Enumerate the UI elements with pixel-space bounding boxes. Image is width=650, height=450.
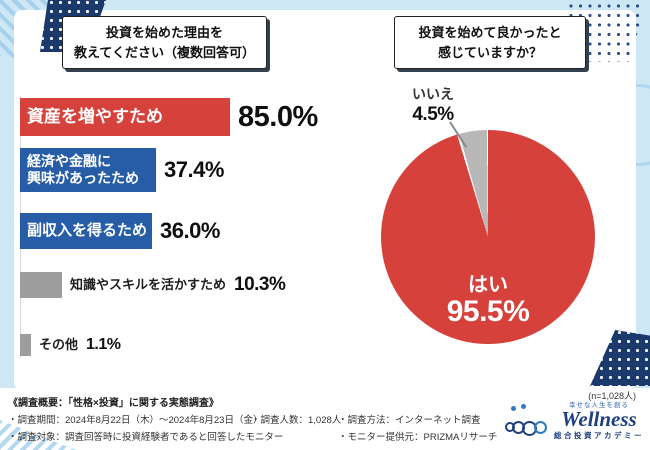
pie-chart-title-box: 投資を始めて良かったと 感じていますか？	[394, 16, 586, 69]
survey-details: 《調査概要：「性格×投資」に関する実態調査》 ・調査期間：2024年8月22日（…	[8, 394, 497, 445]
bar-label: その他	[39, 337, 79, 353]
bar-label: 副収入を得るため	[27, 222, 148, 240]
bar-row: 知識やスキルを活かすため 10.3%	[20, 272, 350, 298]
bar: 副収入を得るため	[20, 213, 152, 249]
pie-chart	[381, 130, 595, 344]
logo-tagline: 幸せな人生を創る	[569, 402, 629, 409]
logo-name: Wellness	[561, 407, 637, 431]
bar	[20, 334, 31, 356]
survey-details-row2: ・調査対象：調査回答時に投資経験者であると回答したモニター ・モニター提供元：P…	[8, 429, 497, 443]
bar-label: 資産を増やすため	[27, 106, 163, 126]
pie-no-category: いいえ	[412, 86, 454, 102]
bar-label: 経済や金融に 興味があったため	[27, 153, 139, 186]
survey-target: ・調査対象：調査回答時に投資経験者であると回答したモニター	[8, 431, 284, 443]
pie-no-value: 4.5%	[412, 104, 454, 125]
survey-period: ・調査期間：2024年8月22日（木）～2024年8月23日（金）	[8, 415, 263, 426]
bar-value: 10.3%	[234, 274, 286, 295]
sample-size-label: (n=1,028人)	[588, 391, 636, 401]
wellness-logo-mark	[505, 404, 549, 436]
pie-no-callout: いいえ 4.5%	[398, 84, 468, 126]
bar	[20, 272, 62, 298]
bar-chart: 資産を増やすため 85.0% 経済や金融に 興味があったため 37.4% 副収入を得るた…	[20, 98, 350, 356]
pie-chart-title-line2: 感じていますか？	[437, 44, 542, 60]
bar-row: その他 1.1%	[20, 334, 350, 356]
pie-yes-category: はい	[468, 274, 508, 296]
bar-row: 資産を増やすため 85.0%	[20, 98, 350, 136]
bar: 経済や金融に 興味があったため	[20, 148, 156, 192]
bar-chart-title-line1: 投資を始めた理由を	[105, 25, 223, 40]
bar-chart-title-box: 投資を始めた理由を 教えてください（複数回答可）	[62, 16, 267, 69]
pie-yes-value: 95.5%	[446, 295, 530, 328]
survey-monitor-provider: ・モニター提供元：PRIZMAリサーチ	[338, 431, 498, 443]
pie-chart-title-line1: 投資を始めて良かったと	[418, 25, 562, 40]
bar-row: 経済や金融に 興味があったため 37.4%	[20, 148, 350, 192]
survey-overview-heading: 《調査概要：「性格×投資」に関する実態調査》	[8, 398, 219, 409]
bar-row: 副収入を得るため 36.0%	[20, 213, 350, 249]
bar-label: 知識やスキルを活かすため	[70, 277, 227, 293]
survey-details-row1: ・調査期間：2024年8月22日（木）～2024年8月23日（金） ・調査人数：…	[8, 412, 497, 426]
bar: 資産を増やすため	[20, 98, 230, 136]
logo-dot	[511, 406, 516, 411]
survey-respondents: ・調査人数：1,028人	[251, 415, 342, 426]
logo-subtitle: 総合投資アカデミー	[554, 431, 644, 440]
bar-value: 37.4%	[164, 157, 224, 182]
pie-yes-label: はい 95.5%	[381, 274, 595, 328]
bar-value: 1.1%	[86, 336, 121, 353]
bar-value: 85.0%	[238, 100, 318, 133]
bar-value: 36.0%	[160, 218, 220, 243]
logo-ring	[534, 421, 547, 434]
wellness-logo-text: 幸せな人生を創る Wellness 総合投資アカデミー	[554, 399, 644, 441]
wellness-logo: 幸せな人生を創る Wellness 総合投資アカデミー	[505, 399, 644, 441]
footer-background	[0, 388, 650, 450]
survey-method: ・調査方法：インターネット調査	[338, 415, 481, 426]
bar-chart-title-line2: 教えてください（複数回答可）	[74, 44, 255, 60]
logo-dot	[521, 404, 526, 409]
